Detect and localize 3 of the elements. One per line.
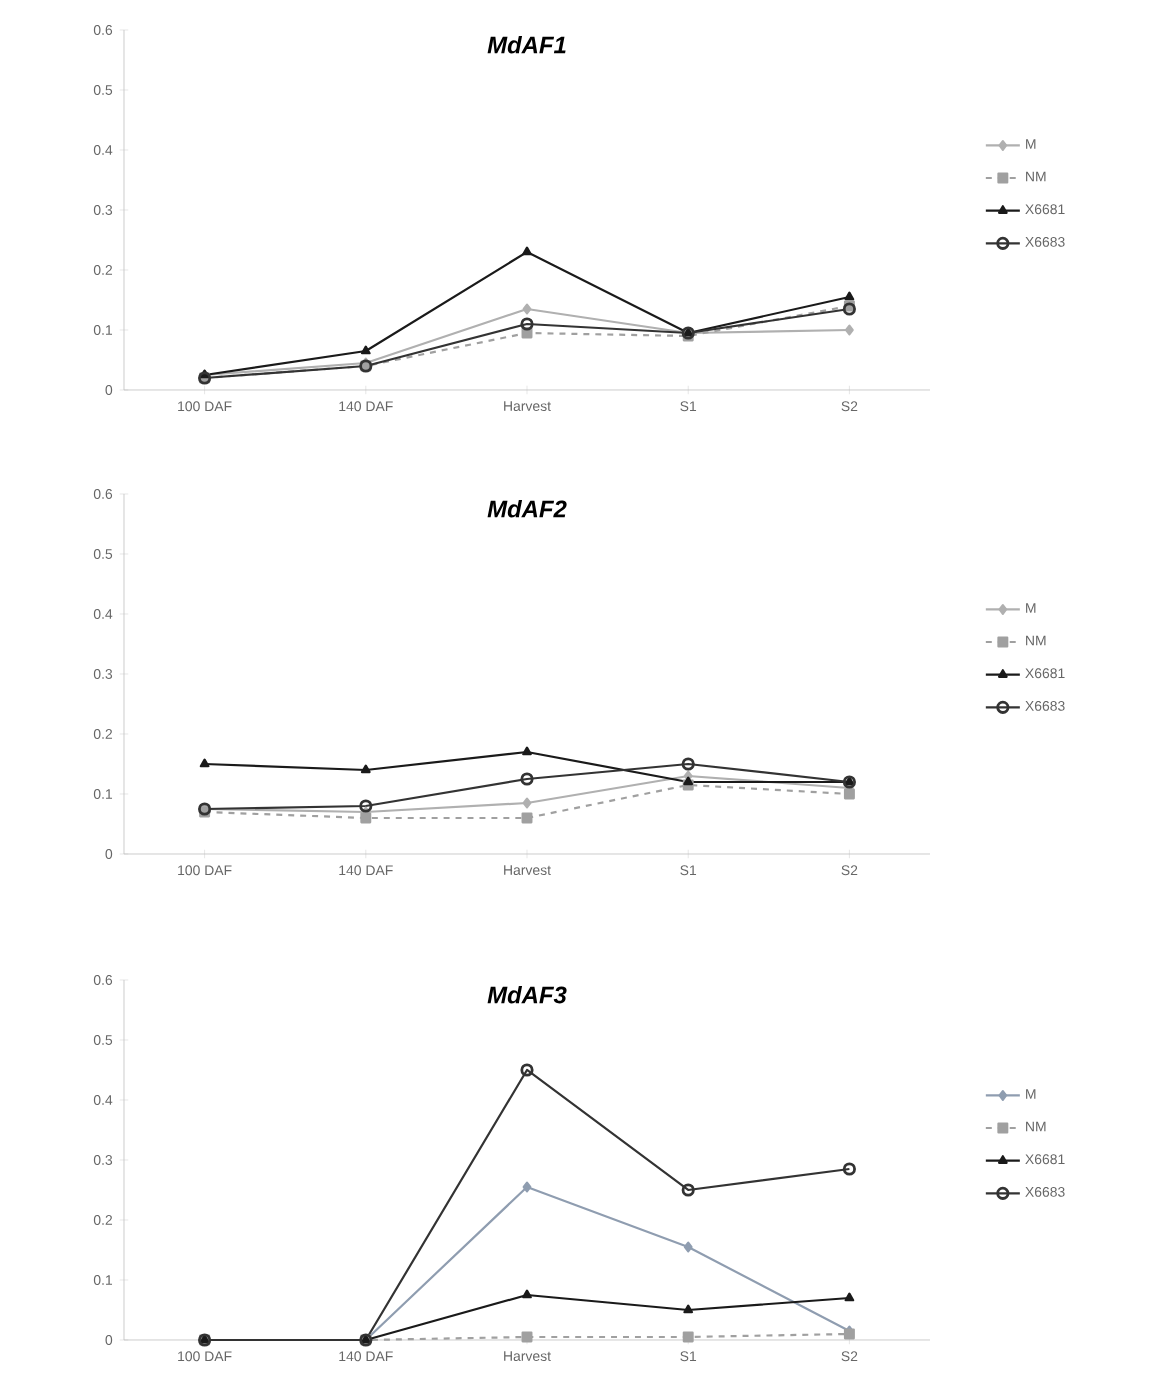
chart-title: MdAF1 — [487, 35, 566, 54]
chart-title: MdAF2 — [487, 499, 567, 518]
chart-title: MdAF3 — [487, 985, 567, 1004]
